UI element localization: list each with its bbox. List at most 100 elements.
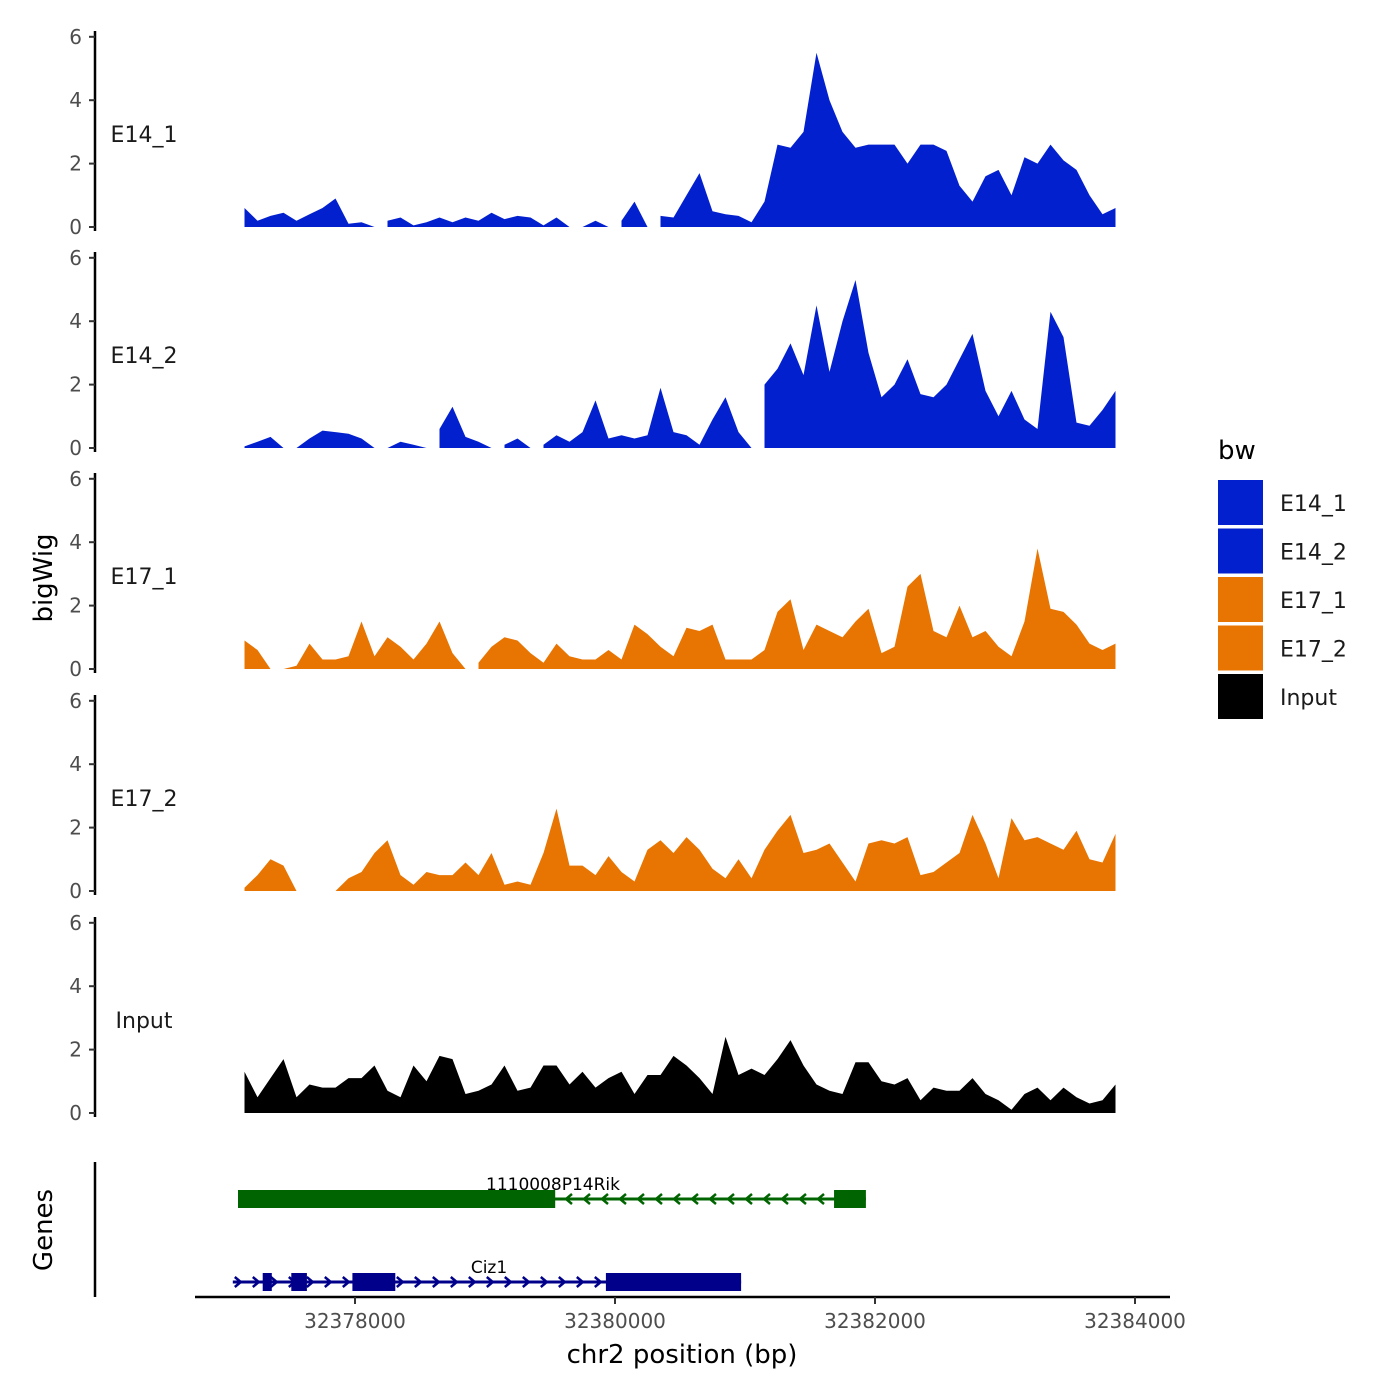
gene-track: 1110008P14Rik Ciz1 [93,1162,866,1297]
y-tick-label: 0 [69,879,82,903]
y-tick-label: 0 [69,436,82,460]
signal-area [504,438,531,448]
strand-arrow-icon [485,1276,495,1288]
gene-label: Ciz1 [471,1258,507,1278]
signal-area [582,220,609,227]
strand-arrow-icon [564,1193,573,1205]
strand-arrow-icon [762,1193,771,1205]
track-label: E14_1 [111,123,178,148]
strand-arrow-icon [269,1276,279,1288]
strand-arrow-icon [575,1276,585,1288]
legend-label: E14_2 [1280,541,1347,566]
legend-swatch [1218,625,1263,671]
y-tick-label: 2 [69,1038,82,1062]
y-tick-label: 2 [69,152,82,176]
signal-area [335,808,1116,891]
panel-e17_2: 0 2 4 6 E17_2 [69,689,1116,903]
y-tick-label: 0 [69,657,82,681]
track-label: E14_2 [111,344,178,369]
exon [834,1190,866,1208]
legend-label: Input [1280,686,1337,711]
strand-arrow-icon [395,1276,405,1288]
legend-swatch [1218,577,1263,622]
y-tick-label: 4 [69,974,82,998]
signal-area [296,430,375,448]
panel-e17_1: 0 2 4 6 E17_1 [69,467,1116,681]
signal-panels: 0 2 4 6 E14_1 0 2 4 6 E14_2 0 2 4 6 E17_1 0 2 4 6 E17_2 0 2 4 6… [69,25,1116,1125]
track-label: Input [116,1009,173,1034]
strand-arrow-icon [431,1276,441,1288]
signal-area [387,212,570,227]
strand-arrow-icon [341,1276,351,1288]
panel-e14_2: 0 2 4 6 E14_2 [69,246,1116,460]
exon [291,1273,307,1291]
signal-area [439,406,492,448]
gene-label: 1110008P14Rik [486,1175,620,1195]
strand-arrow-icon [636,1193,645,1205]
signal-area [543,387,752,448]
y-tick-label: 4 [69,530,82,554]
strand-arrow-icon [708,1193,717,1205]
x-axis: 32378000 32380000 32382000 32384000 [195,1295,1186,1333]
strand-arrow-icon [449,1276,459,1288]
signal-area [764,280,1116,448]
y-tick-label: 6 [69,25,82,49]
exon [238,1190,556,1208]
strand-arrow-icon [672,1193,681,1205]
x-tick-label: 32380000 [564,1309,666,1333]
gene-ciz1: Ciz1 [232,1258,742,1291]
strand-arrow-icon [233,1276,243,1288]
y-tick-label: 4 [69,752,82,776]
legend: bw E14_1 E14_2 E17_1 E17_2 Input [1218,436,1347,719]
y-axis-title: bigWig [29,533,59,622]
y-tick-label: 2 [69,594,82,618]
x-tick-label: 32378000 [304,1309,406,1333]
strand-arrow-icon [323,1276,333,1288]
x-axis-title: chr2 position (bp) [567,1340,798,1370]
strand-arrow-icon [593,1276,603,1288]
signal-area [244,1036,1116,1113]
legend-swatch [1218,480,1263,525]
signal-area [244,198,375,227]
y-tick-label: 2 [69,373,82,397]
signal-area [283,621,466,669]
legend-label: E14_1 [1280,492,1347,517]
y-tick-label: 4 [69,88,82,112]
legend-title: bw [1218,436,1256,466]
exon [605,1273,742,1291]
strand-arrow-icon [305,1276,315,1288]
genes-axis-title: Genes [29,1189,59,1271]
legend-label: E17_2 [1280,638,1347,663]
panel-input: 0 2 4 6 Input [69,911,1116,1125]
track-label: E17_2 [111,787,178,812]
x-tick-label: 32382000 [824,1309,926,1333]
strand-arrow-icon [744,1193,753,1205]
signal-area [660,52,1116,228]
strand-arrow-icon [413,1276,423,1288]
legend-label: E17_1 [1280,589,1347,614]
strand-arrow-icon [798,1193,807,1205]
strand-arrow-icon [251,1276,261,1288]
track-label: E17_1 [111,565,178,590]
strand-arrow-icon [816,1193,825,1205]
strand-arrow-icon [600,1193,609,1205]
y-tick-label: 6 [69,689,82,713]
gene-1110008p14rik: 1110008P14Rik [238,1175,866,1208]
strand-arrow-icon [726,1193,735,1205]
strand-arrow-icon [557,1276,567,1288]
panel-e14_1: 0 2 4 6 E14_1 [69,25,1116,239]
signal-area [244,859,297,891]
signal-area [244,436,284,448]
strand-arrow-icon [690,1193,699,1205]
strand-arrow-icon [503,1276,513,1288]
exon [352,1273,396,1291]
strand-arrow-icon [521,1276,531,1288]
strand-arrow-icon [654,1193,663,1205]
y-tick-label: 0 [69,1101,82,1125]
legend-swatch [1218,528,1263,574]
strand-arrow-icon [618,1193,627,1205]
y-tick-label: 6 [69,467,82,491]
y-tick-label: 2 [69,816,82,840]
legend-swatch [1218,674,1263,719]
